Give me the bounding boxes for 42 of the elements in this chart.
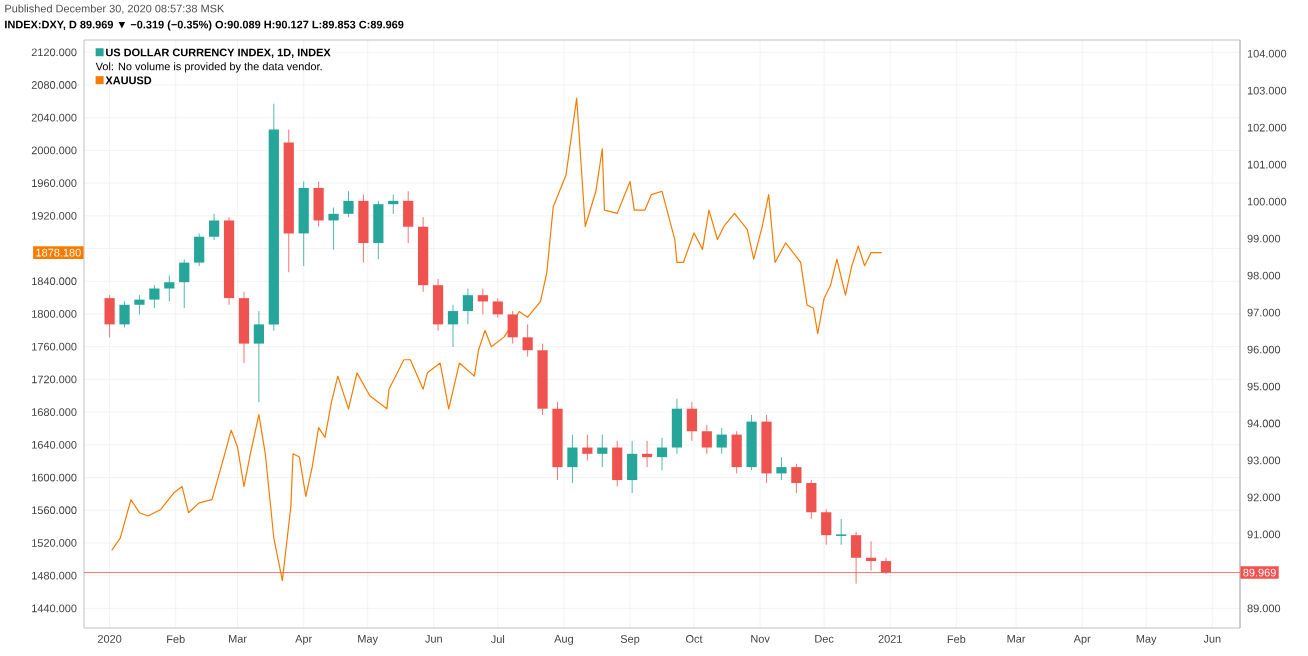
candlestick [776, 456, 787, 481]
candlestick [403, 190, 414, 244]
candlestick [686, 401, 697, 442]
candlestick [821, 508, 832, 546]
candlestick [731, 430, 742, 474]
candlestick [208, 213, 220, 241]
candlestick [179, 258, 190, 309]
candlestick [567, 434, 578, 484]
candlestick [134, 294, 145, 315]
candlestick [477, 288, 488, 315]
candlestick [149, 284, 160, 309]
candlestick [612, 440, 623, 487]
candlestick [119, 301, 130, 328]
candlestick [522, 323, 533, 357]
candlestick [671, 398, 683, 455]
candlestick [716, 427, 727, 455]
candlestick [507, 310, 518, 345]
line-series [111, 97, 883, 582]
candlestick [656, 437, 668, 471]
candlestick [835, 518, 848, 546]
candlestick [627, 440, 638, 494]
candlestick [343, 190, 354, 218]
candlestick [164, 275, 175, 302]
candlestick [492, 297, 503, 319]
candlestick [701, 424, 712, 455]
candlestick [253, 310, 265, 403]
candlestick [238, 291, 250, 364]
candlestick [806, 479, 817, 520]
candlestick [462, 288, 474, 325]
candlestick [791, 463, 802, 494]
candlestick [194, 233, 205, 267]
candlestick [432, 278, 444, 332]
candlestick [746, 414, 757, 471]
candlestick [298, 181, 309, 267]
candlestick [582, 434, 593, 461]
candlestick [358, 194, 369, 264]
candlestick [373, 200, 384, 260]
candlestick [313, 181, 324, 228]
candlestick [328, 207, 339, 251]
candlestick [104, 294, 115, 338]
candlestick [447, 304, 459, 348]
candlestick [597, 434, 608, 468]
